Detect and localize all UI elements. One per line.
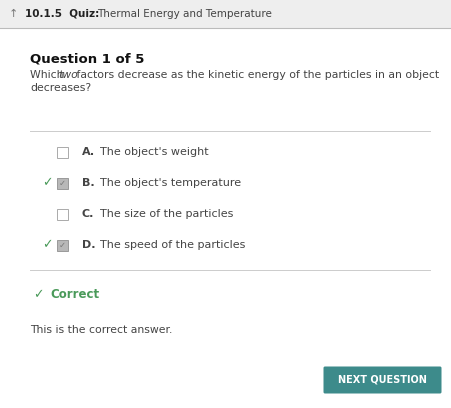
Text: The speed of the particles: The speed of the particles bbox=[100, 240, 245, 250]
FancyBboxPatch shape bbox=[56, 208, 68, 220]
Text: Which: Which bbox=[30, 70, 67, 80]
Text: The size of the particles: The size of the particles bbox=[100, 209, 233, 219]
Text: two: two bbox=[58, 70, 78, 80]
Text: The object's temperature: The object's temperature bbox=[100, 178, 241, 188]
Text: ✓: ✓ bbox=[42, 177, 52, 189]
Text: ✓: ✓ bbox=[59, 179, 65, 188]
Text: A.: A. bbox=[82, 147, 95, 157]
Text: 10.1.5  Quiz:: 10.1.5 Quiz: bbox=[25, 9, 99, 19]
Text: The object's weight: The object's weight bbox=[100, 147, 209, 157]
Text: ✓: ✓ bbox=[42, 239, 52, 251]
Text: B.: B. bbox=[82, 178, 95, 188]
Text: ✓: ✓ bbox=[59, 240, 65, 250]
Text: factors decrease as the kinetic energy of the particles in an object: factors decrease as the kinetic energy o… bbox=[73, 70, 439, 80]
FancyBboxPatch shape bbox=[56, 146, 68, 157]
Text: D.: D. bbox=[82, 240, 96, 250]
Text: ↑: ↑ bbox=[8, 9, 18, 19]
Text: Question 1 of 5: Question 1 of 5 bbox=[30, 52, 144, 65]
Text: NEXT QUESTION: NEXT QUESTION bbox=[338, 375, 427, 385]
FancyBboxPatch shape bbox=[56, 239, 68, 251]
FancyBboxPatch shape bbox=[0, 0, 451, 28]
Text: C.: C. bbox=[82, 209, 94, 219]
FancyBboxPatch shape bbox=[323, 366, 442, 393]
Text: Thermal Energy and Temperature: Thermal Energy and Temperature bbox=[97, 9, 272, 19]
Text: ✓: ✓ bbox=[33, 288, 43, 302]
Text: This is the correct answer.: This is the correct answer. bbox=[30, 325, 172, 335]
Text: Correct: Correct bbox=[50, 288, 99, 302]
Text: decreases?: decreases? bbox=[30, 83, 91, 93]
FancyBboxPatch shape bbox=[56, 177, 68, 188]
